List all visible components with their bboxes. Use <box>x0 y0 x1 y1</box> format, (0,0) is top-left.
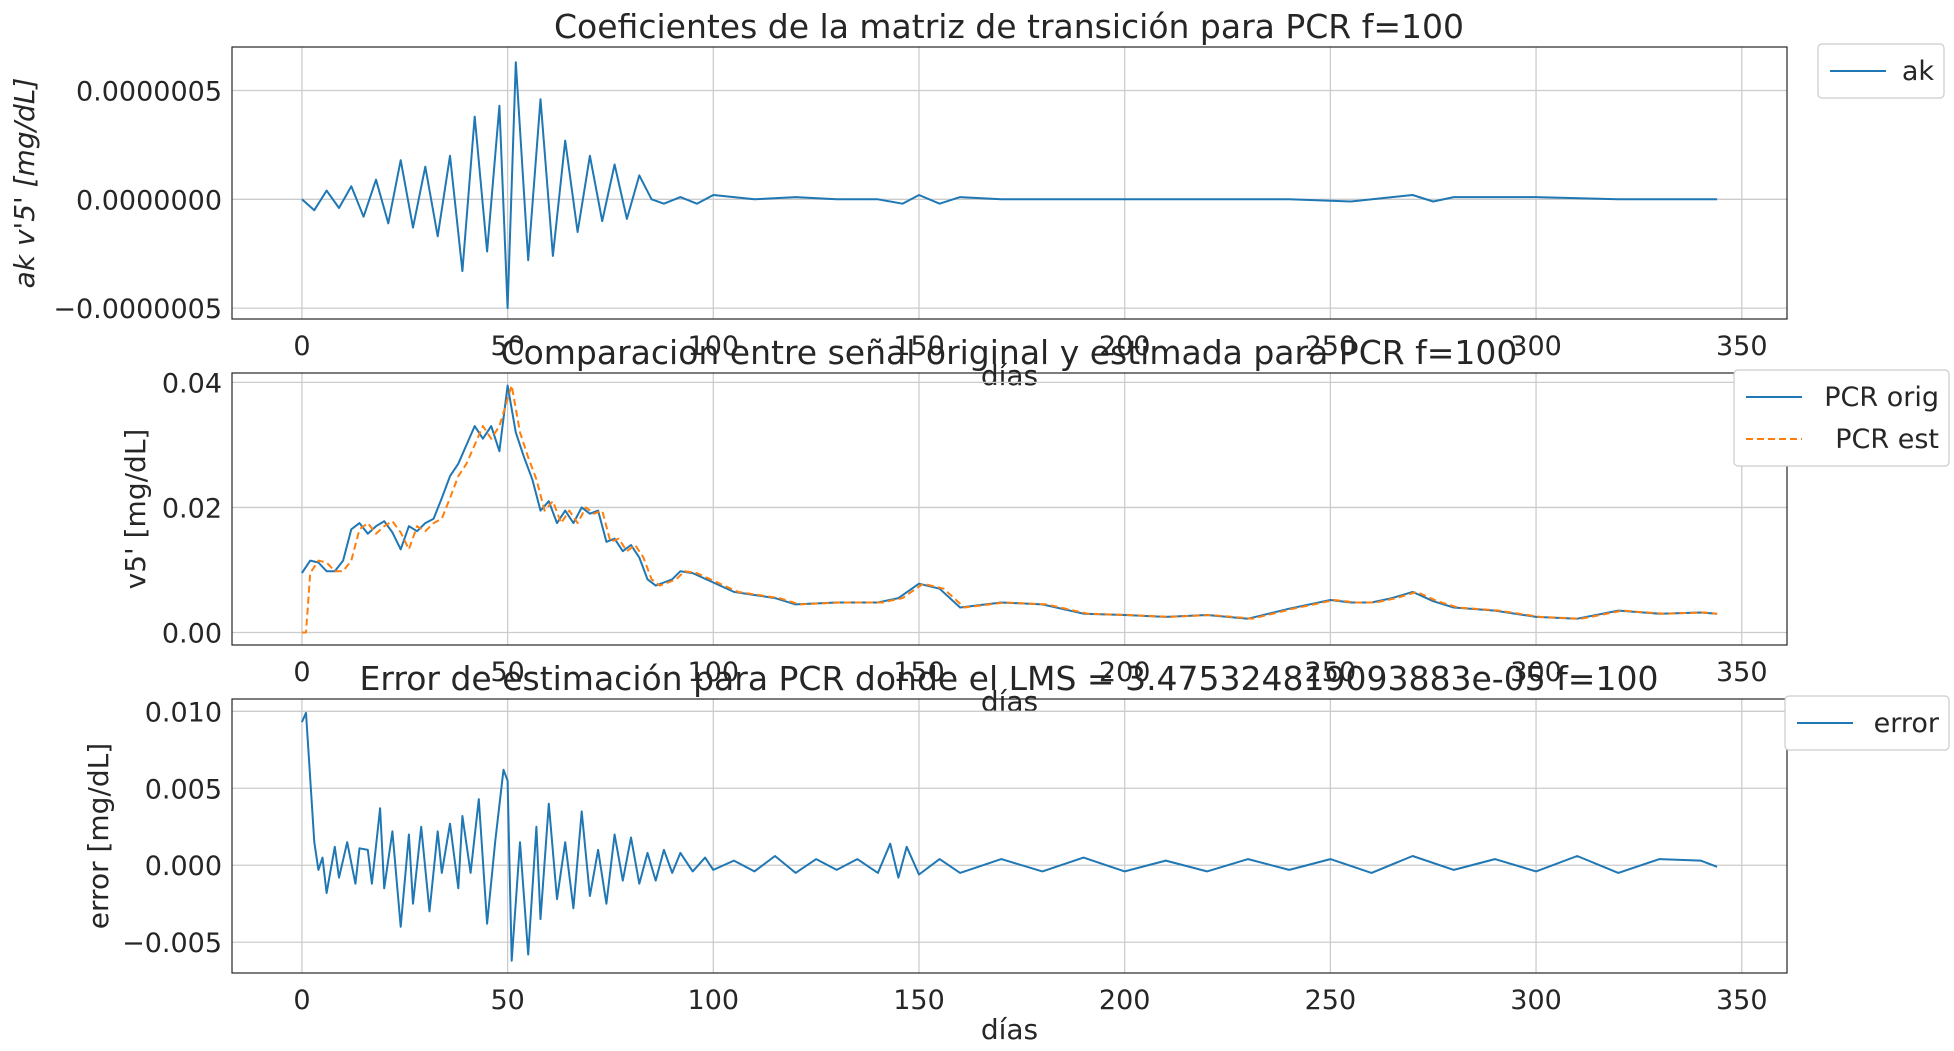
x-tick-label: 100 <box>688 657 740 688</box>
series-lines <box>300 711 1718 962</box>
chart-comparacion: Comparacion entre señal original y estim… <box>119 333 1950 718</box>
y-tick-label: 0.02 <box>162 493 222 524</box>
x-tick-labels: 0 50 100 150 200 250 300 350 <box>293 657 1767 688</box>
x-tick-label: 250 <box>1305 331 1357 362</box>
x-tick-label: 0 <box>293 331 310 362</box>
x-tick-label: 300 <box>1510 985 1562 1016</box>
legend: error <box>1784 695 1950 751</box>
y-axis-label: ak v'5' [mg/dL] <box>8 78 41 289</box>
y-tick-label: 0.0000000 <box>76 185 222 216</box>
y-tick-label: 0.00 <box>162 618 222 649</box>
chart-coeficientes: Coeficientes de la matriz de transición … <box>8 7 1945 392</box>
x-axis-label: días <box>981 685 1038 718</box>
x-tick-label: 100 <box>688 331 740 362</box>
plot-frame <box>231 46 1788 320</box>
legend-label: PCR orig <box>1824 382 1939 413</box>
x-tick-label: 250 <box>1305 657 1357 688</box>
x-tick-label: 250 <box>1305 985 1357 1016</box>
series-lines <box>301 61 1718 310</box>
y-tick-label: −0.005 <box>122 928 222 959</box>
y-axis-label: error [mg/dL] <box>82 743 115 929</box>
legend-label: PCR est <box>1835 424 1939 455</box>
x-tick-label: 200 <box>1099 331 1151 362</box>
legend-box <box>1733 369 1950 467</box>
chart-title: Error de estimación para PCR donde el LM… <box>360 659 1659 698</box>
x-tick-label: 50 <box>490 985 524 1016</box>
y-tick-labels: 0.00 0.02 0.04 <box>162 368 222 649</box>
y-tick-label: 0.005 <box>145 774 222 805</box>
x-tick-label: 200 <box>1099 985 1151 1016</box>
series-line-error <box>300 711 1718 962</box>
x-tick-label: 0 <box>293 657 310 688</box>
x-tick-label: 200 <box>1099 657 1151 688</box>
legend-box <box>1784 695 1950 751</box>
chart-title: Coeficientes de la matriz de transición … <box>554 7 1464 46</box>
y-tick-label: 0.010 <box>145 697 222 728</box>
series-line-ak <box>301 61 1718 310</box>
x-tick-label: 50 <box>490 657 524 688</box>
legend-label: error <box>1874 708 1940 739</box>
grid <box>232 699 1787 973</box>
series-lines <box>301 384 1718 634</box>
legend: PCR orig PCR est <box>1733 369 1950 467</box>
x-axis-label: días <box>981 359 1038 392</box>
y-axis-label: v5' [mg/dL] <box>119 429 152 590</box>
y-tick-labels: −0.0000005 0.0000000 0.0000005 <box>53 77 222 326</box>
y-tick-label: −0.0000005 <box>53 294 222 325</box>
x-tick-labels: 0 50 100 150 200 250 300 350 <box>293 985 1767 1016</box>
x-tick-label: 150 <box>893 331 945 362</box>
x-tick-label: 0 <box>293 985 310 1016</box>
plot-frame <box>231 698 1788 974</box>
x-tick-label: 100 <box>688 985 740 1016</box>
grid <box>232 373 1787 645</box>
legend-label: ak <box>1902 56 1935 87</box>
x-tick-label: 150 <box>893 657 945 688</box>
y-tick-labels: −0.005 0.000 0.005 0.010 <box>122 697 222 959</box>
x-tick-labels: 0 50 100 150 200 250 300 350 <box>293 331 1767 362</box>
chart-title: Comparacion entre señal original y estim… <box>501 333 1518 372</box>
x-axis-label: días <box>981 1013 1038 1046</box>
y-tick-label: 0.0000005 <box>76 77 222 108</box>
x-tick-label: 350 <box>1716 657 1768 688</box>
x-tick-label: 50 <box>490 331 524 362</box>
chart-error: Error de estimación para PCR donde el LM… <box>82 659 1950 1046</box>
x-tick-label: 150 <box>893 985 945 1016</box>
x-tick-label: 350 <box>1716 985 1768 1016</box>
x-tick-label: 300 <box>1510 657 1562 688</box>
plot-frame <box>231 372 1788 646</box>
legend: ak <box>1817 43 1945 99</box>
y-tick-label: 0.04 <box>162 368 222 399</box>
series-line-pcr-est <box>301 384 1718 634</box>
x-tick-label: 300 <box>1510 331 1562 362</box>
x-tick-label: 350 <box>1716 331 1768 362</box>
y-tick-label: 0.000 <box>145 851 222 882</box>
